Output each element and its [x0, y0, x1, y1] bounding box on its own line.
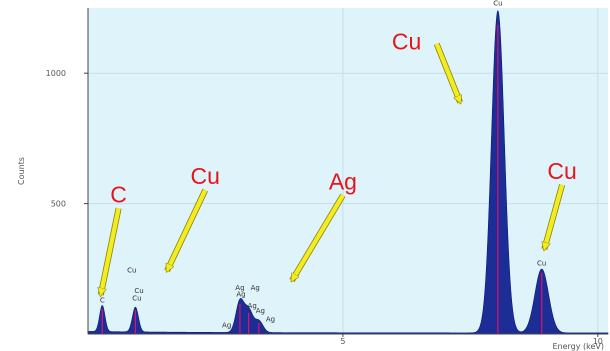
callout-arrow [165, 189, 208, 271]
peak-label: C [100, 297, 105, 305]
y-tick-label: 1000 [46, 69, 66, 78]
spectrum-area [87, 10, 609, 335]
callout-arrow [544, 184, 565, 249]
peak-label: Ag [256, 307, 265, 315]
peak-label: Ag [236, 291, 245, 299]
callout-label-cu: Cu [392, 29, 421, 55]
x-tick-label: 5 [340, 337, 345, 346]
peak-label: Ag [235, 284, 244, 292]
callout-arrow [434, 42, 463, 103]
callout-label-cu: Cu [191, 163, 220, 189]
callout-arrow [290, 194, 345, 280]
peak-label: Cu [537, 259, 546, 267]
peak-label: Ag [266, 315, 275, 323]
peak-label: Cu [132, 295, 141, 303]
callout-label-ag: Ag [329, 168, 357, 194]
plot-area [88, 8, 608, 334]
peak-label: Cu [493, 0, 502, 7]
peak-label: Ag [248, 302, 257, 310]
y-axis-title: Counts [17, 157, 26, 185]
callout-label-c: C [110, 181, 127, 207]
callout-arrow [101, 207, 121, 295]
peak-label: Cu [127, 267, 136, 275]
peak-label: Cu [134, 287, 143, 295]
callout-label-cu: Cu [547, 158, 576, 184]
peak-label: Ag [222, 321, 231, 329]
x-axis-title: Energy (keV) [552, 342, 604, 351]
peak-label: Ag [251, 284, 260, 292]
x-tick-label: 10 [593, 337, 603, 346]
y-tick-label: 500 [51, 200, 66, 209]
